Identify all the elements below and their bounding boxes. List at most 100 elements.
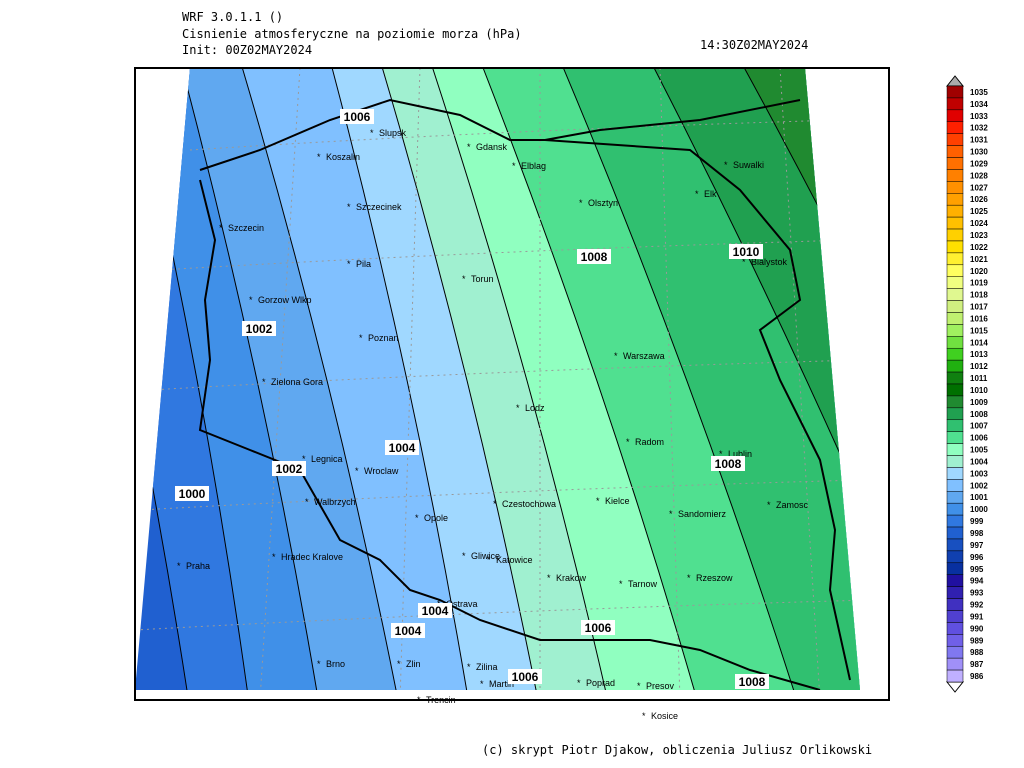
colorbar-swatch <box>946 359 964 373</box>
colorbar-label: 1022 <box>970 243 988 252</box>
colorbar-swatch <box>946 240 964 254</box>
city-marker: * <box>177 561 181 571</box>
colorbar-swatch <box>946 216 964 230</box>
colorbar-swatch <box>946 157 964 170</box>
city-label: Olsztyn <box>588 198 618 208</box>
colorbar-label: 1035 <box>970 88 988 97</box>
city-marker: * <box>626 437 630 447</box>
colorbar-swatch <box>946 288 964 301</box>
colorbar-swatch <box>946 181 964 194</box>
city-marker: * <box>347 259 351 269</box>
colorbar-label: 1002 <box>970 481 988 490</box>
city-marker: * <box>302 454 306 464</box>
colorbar-swatch <box>946 479 964 492</box>
city-label: Rzeszow <box>696 573 733 583</box>
contour-label: 1010 <box>733 245 760 259</box>
colorbar-swatch <box>946 645 964 659</box>
city-marker: * <box>637 681 641 691</box>
colorbar-label: 1012 <box>970 362 988 371</box>
colorbar-swatch <box>946 145 964 158</box>
isobar <box>179 68 321 690</box>
pressure-field <box>135 68 860 690</box>
city-marker: * <box>742 257 746 267</box>
colorbar-label: 1017 <box>970 303 988 312</box>
contour-label: 1004 <box>422 604 449 618</box>
colorbar-label: 1014 <box>970 338 988 347</box>
isobar <box>739 68 860 690</box>
colorbar-label: 1021 <box>970 255 988 264</box>
colorbar-swatch <box>946 228 964 242</box>
city-label: Slupsk <box>379 128 407 138</box>
city-marker: * <box>480 679 484 689</box>
colorbar-label: 1032 <box>970 124 988 133</box>
colorbar-swatch <box>946 443 964 456</box>
contour-label: 1002 <box>246 322 273 336</box>
colorbar-swatch <box>946 526 964 540</box>
city-marker: * <box>462 551 466 561</box>
colorbar-swatch <box>946 455 964 468</box>
city-marker: * <box>687 573 691 583</box>
colorbar-label: 1011 <box>970 374 988 383</box>
init-time: Init: 00Z02MAY2024 <box>182 43 312 57</box>
contour-label-bg <box>735 674 769 689</box>
colorbar-label: 993 <box>970 589 984 598</box>
colorbar-swatch <box>946 407 964 421</box>
colorbar-label: 1008 <box>970 410 988 419</box>
city-label: Krakow <box>556 573 587 583</box>
colorbar-label: 1028 <box>970 171 988 180</box>
isobar <box>649 68 860 690</box>
colorbar-label: 991 <box>970 612 984 621</box>
colorbar-label: 1030 <box>970 148 988 157</box>
city-marker: * <box>719 449 723 459</box>
city-label: Kosice <box>651 711 678 721</box>
coastline <box>199 98 801 171</box>
city-marker: * <box>272 552 276 562</box>
city-label: Zilina <box>476 662 498 672</box>
south-border <box>198 179 821 690</box>
colorbar-swatch <box>946 97 964 111</box>
colorbar-swatch <box>946 336 964 349</box>
isobar <box>239 68 401 690</box>
city-marker: * <box>359 333 363 343</box>
contour-label-bg <box>242 321 276 336</box>
contour-label-bg <box>581 620 615 635</box>
isobar <box>135 68 191 690</box>
city-label: Poprad <box>586 678 615 688</box>
city-label: Zielona Gora <box>271 377 323 387</box>
isobar <box>479 68 701 690</box>
map-title: Cisnienie atmosferyczne na poziomie morz… <box>182 27 522 41</box>
colorbar-swatch <box>946 133 964 146</box>
east-border <box>544 139 851 681</box>
city-label: Hradec Kralove <box>281 552 343 562</box>
colorbar-label: 1004 <box>970 457 988 466</box>
city-label: Szczecinek <box>356 202 402 212</box>
colorbar-label: 1026 <box>970 195 988 204</box>
map-frame <box>134 67 890 701</box>
city-label: Sandomierz <box>678 509 727 519</box>
city-marker: * <box>577 678 581 688</box>
city-marker: * <box>642 711 646 721</box>
colorbar-swatch <box>946 371 964 385</box>
colorbar-swatch <box>946 622 964 635</box>
city-marker: * <box>724 160 728 170</box>
colorbar-label: 1029 <box>970 159 988 168</box>
city-label: Lublin <box>728 449 752 459</box>
city-marker: * <box>305 497 309 507</box>
colorbar-label: 988 <box>970 648 984 657</box>
city-label: Lodz <box>525 403 545 413</box>
city-label: Trencin <box>426 695 456 705</box>
colorbar-swatch <box>946 514 964 528</box>
colorbar-label: 1018 <box>970 291 988 300</box>
colorbar-swatch <box>946 586 964 599</box>
colorbar-swatch <box>946 610 964 623</box>
contour-label: 1008 <box>715 457 742 471</box>
city-label: Presov <box>646 681 675 691</box>
city-marker: * <box>262 377 266 387</box>
contour-label-bg <box>391 623 425 638</box>
colorbar-swatch <box>946 562 964 575</box>
city-marker: * <box>487 555 491 565</box>
city-marker: * <box>347 202 351 212</box>
contour-label: 1008 <box>739 675 766 689</box>
